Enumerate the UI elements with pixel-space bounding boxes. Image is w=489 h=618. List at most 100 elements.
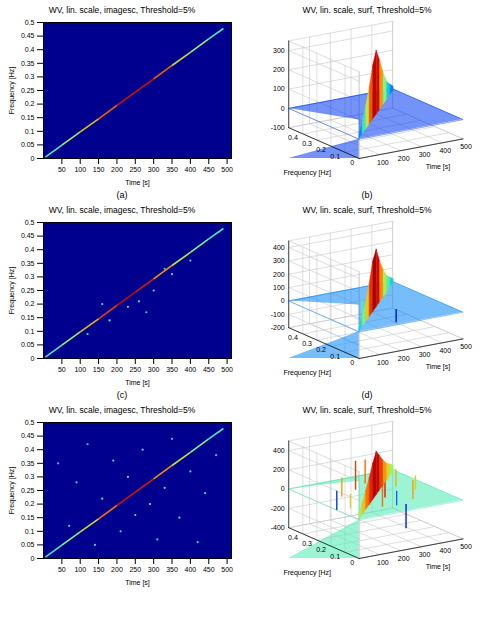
svg-text:100: 100	[377, 159, 389, 166]
svg-text:0.05: 0.05	[21, 341, 35, 348]
svg-text:0.25: 0.25	[21, 287, 35, 294]
svg-text:300: 300	[148, 366, 160, 373]
svg-text:0: 0	[350, 359, 354, 366]
svg-text:0.45: 0.45	[21, 232, 35, 239]
svg-text:0.5: 0.5	[25, 19, 35, 26]
svg-text:450: 450	[203, 566, 215, 573]
svg-text:0.15: 0.15	[21, 314, 35, 321]
svg-text:400: 400	[439, 547, 451, 554]
svg-text:0.4: 0.4	[25, 46, 35, 53]
svg-text:50: 50	[58, 166, 66, 173]
svg-text:200: 200	[273, 466, 285, 473]
svg-text:500: 500	[460, 543, 472, 550]
svg-text:0.2: 0.2	[316, 546, 326, 553]
svg-text:0.35: 0.35	[21, 460, 35, 467]
svg-text:0: 0	[31, 355, 35, 362]
svg-text:Time [s]: Time [s]	[125, 179, 150, 187]
svg-text:0.45: 0.45	[21, 432, 35, 439]
svg-text:0.4: 0.4	[288, 134, 298, 141]
svg-text:0.35: 0.35	[21, 60, 35, 67]
svg-text:200: 200	[111, 166, 123, 173]
svg-text:50: 50	[58, 366, 66, 373]
svg-text:-100: -100	[271, 124, 285, 131]
svg-text:100: 100	[74, 166, 86, 173]
svg-text:0.05: 0.05	[21, 541, 35, 548]
svg-text:200: 200	[398, 155, 410, 162]
svg-text:350: 350	[166, 366, 178, 373]
svg-text:-400: -400	[271, 524, 285, 531]
svg-text:Frequency [Hz]: Frequency [Hz]	[283, 169, 331, 177]
svg-text:500: 500	[460, 343, 472, 350]
svg-text:0.4: 0.4	[25, 446, 35, 453]
svg-text:200: 200	[398, 355, 410, 362]
svg-text:0.3: 0.3	[25, 473, 35, 480]
svg-text:0.5: 0.5	[25, 419, 35, 426]
svg-text:Time [s]: Time [s]	[426, 163, 451, 171]
svg-text:300: 300	[273, 47, 285, 54]
svg-text:0.2: 0.2	[316, 346, 326, 353]
svg-text:150: 150	[93, 366, 105, 373]
svg-text:500: 500	[221, 166, 233, 173]
svg-text:300: 300	[148, 166, 160, 173]
svg-text:350: 350	[166, 166, 178, 173]
svg-text:250: 250	[129, 166, 141, 173]
svg-text:450: 450	[203, 166, 215, 173]
svg-text:Time [s]: Time [s]	[125, 379, 150, 387]
svg-text:Time [s]: Time [s]	[426, 563, 451, 571]
svg-text:0.1: 0.1	[330, 553, 340, 560]
svg-text:100: 100	[377, 359, 389, 366]
svg-text:Frequency [Hz]: Frequency [Hz]	[8, 467, 16, 515]
svg-text:100: 100	[377, 559, 389, 566]
svg-text:Frequency [Hz]: Frequency [Hz]	[283, 569, 331, 577]
svg-text:100: 100	[273, 284, 285, 291]
svg-text:350: 350	[166, 566, 178, 573]
svg-text:400: 400	[185, 166, 197, 173]
svg-text:500: 500	[460, 143, 472, 150]
svg-text:0.25: 0.25	[21, 87, 35, 94]
svg-text:0.15: 0.15	[21, 114, 35, 121]
svg-text:0: 0	[350, 559, 354, 566]
svg-text:0.3: 0.3	[25, 273, 35, 280]
svg-text:0: 0	[281, 297, 285, 304]
svg-text:300: 300	[419, 551, 431, 558]
svg-text:0: 0	[31, 555, 35, 562]
svg-text:0.15: 0.15	[21, 514, 35, 521]
svg-text:200: 200	[398, 555, 410, 562]
svg-text:0.4: 0.4	[288, 534, 298, 541]
svg-text:450: 450	[203, 366, 215, 373]
svg-text:400: 400	[185, 566, 197, 573]
svg-text:0.1: 0.1	[25, 328, 35, 335]
svg-text:250: 250	[129, 566, 141, 573]
svg-text:0.45: 0.45	[21, 32, 35, 39]
svg-text:150: 150	[93, 166, 105, 173]
svg-text:0.5: 0.5	[25, 219, 35, 226]
svg-text:400: 400	[439, 147, 451, 154]
svg-text:100: 100	[74, 366, 86, 373]
svg-text:0.1: 0.1	[25, 528, 35, 535]
svg-text:Frequency [Hz]: Frequency [Hz]	[283, 369, 331, 377]
svg-text:0: 0	[281, 485, 285, 492]
svg-text:0.25: 0.25	[21, 487, 35, 494]
svg-text:200: 200	[273, 66, 285, 73]
svg-text:0.2: 0.2	[25, 100, 35, 107]
svg-text:Time [s]: Time [s]	[426, 363, 451, 371]
svg-text:300: 300	[273, 257, 285, 264]
svg-text:150: 150	[93, 566, 105, 573]
svg-text:0.35: 0.35	[21, 260, 35, 267]
svg-text:300: 300	[148, 566, 160, 573]
svg-text:100: 100	[273, 85, 285, 92]
svg-text:300: 300	[419, 151, 431, 158]
svg-text:500: 500	[221, 566, 233, 573]
svg-text:0: 0	[281, 105, 285, 112]
svg-text:0.3: 0.3	[302, 340, 312, 347]
svg-text:100: 100	[74, 566, 86, 573]
svg-text:500: 500	[221, 366, 233, 373]
svg-text:0.1: 0.1	[25, 128, 35, 135]
svg-text:400: 400	[439, 347, 451, 354]
svg-text:0.2: 0.2	[316, 146, 326, 153]
svg-text:0.3: 0.3	[302, 540, 312, 547]
svg-text:Time [s]: Time [s]	[125, 579, 150, 587]
svg-text:0.05: 0.05	[21, 141, 35, 148]
svg-text:0.3: 0.3	[302, 140, 312, 147]
svg-text:400: 400	[185, 366, 197, 373]
